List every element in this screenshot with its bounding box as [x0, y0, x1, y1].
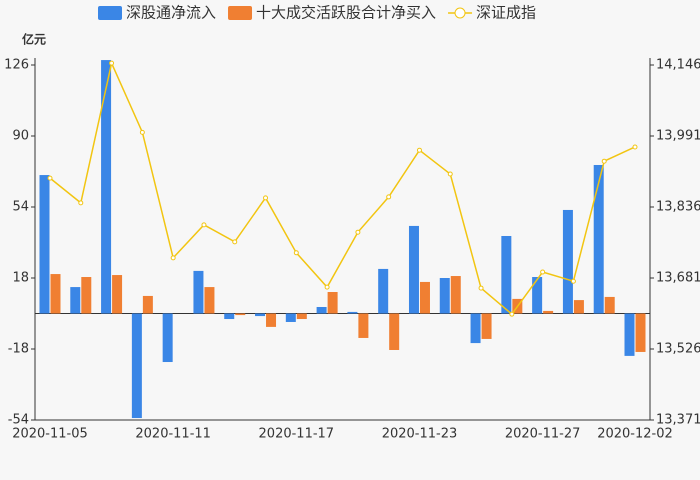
line-point — [47, 175, 53, 181]
bar — [501, 235, 512, 314]
line-point — [139, 129, 145, 135]
line-point — [324, 284, 330, 290]
y-unit: 亿元 — [22, 32, 46, 47]
bar — [532, 277, 543, 314]
bar — [50, 274, 61, 314]
y-tick-label: -54 — [8, 413, 29, 428]
bar — [347, 311, 358, 314]
bar — [193, 270, 204, 314]
legend-label: 深证成指 — [476, 4, 536, 22]
bar — [162, 313, 173, 363]
bar — [378, 268, 389, 314]
y2-tick-label: 13,526 — [656, 342, 700, 357]
x-tick-label: 2020-12-02 — [597, 427, 673, 442]
line-point — [478, 285, 484, 291]
bar — [624, 313, 635, 356]
y-tick-label: -18 — [8, 342, 29, 357]
bar — [543, 310, 554, 314]
line-point — [293, 250, 299, 256]
line-point — [386, 194, 392, 200]
bar — [316, 306, 327, 314]
bar — [70, 287, 81, 314]
bar — [296, 313, 307, 320]
line-point — [201, 222, 207, 228]
line — [49, 60, 636, 316]
bar — [593, 164, 604, 314]
bar — [327, 292, 338, 314]
line-point — [232, 239, 238, 245]
legend-label: 深股通净流入 — [126, 4, 216, 22]
x-tick-label: 2020-11-05 — [12, 427, 88, 442]
line-point — [570, 278, 576, 284]
y-tick-label: 54 — [12, 200, 29, 215]
legend-swatch — [228, 6, 253, 20]
y2-tick-label: 13,681 — [656, 271, 700, 286]
bar — [470, 313, 481, 344]
x-tick-label: 2020-11-17 — [259, 427, 335, 442]
bar — [573, 300, 584, 314]
y2-tick-label: 13,836 — [656, 200, 700, 215]
bar — [439, 278, 450, 314]
line-point — [509, 311, 515, 317]
bar — [266, 313, 277, 327]
bar — [389, 313, 400, 350]
line-point — [78, 200, 84, 206]
x-tick-label: 2020-11-11 — [135, 427, 211, 442]
x-tick-label: 2020-11-23 — [382, 427, 458, 442]
line-point — [170, 255, 176, 261]
bar — [39, 175, 50, 314]
legend-swatch — [98, 6, 122, 20]
y2-tick-label: 13,991 — [656, 129, 700, 144]
line-point — [632, 144, 638, 150]
bar — [562, 209, 573, 314]
y2-tick-label: 13,371 — [656, 413, 700, 428]
line-point — [109, 60, 115, 66]
bar — [224, 313, 235, 320]
line-point — [540, 269, 546, 275]
bar — [450, 276, 461, 314]
bar — [358, 313, 369, 338]
y-tick-label: 18 — [12, 271, 29, 286]
line-point — [447, 171, 453, 177]
bar — [408, 225, 419, 314]
line-point — [263, 195, 269, 201]
x-tick-label: 2020-11-27 — [505, 427, 581, 442]
bar — [101, 60, 112, 314]
bar — [604, 296, 615, 314]
y-tick-label: 126 — [4, 58, 29, 73]
line-point — [355, 229, 361, 235]
line-point — [601, 158, 607, 164]
bar — [112, 275, 123, 314]
y2-tick-label: 14,146 — [656, 58, 700, 73]
bar — [142, 295, 153, 314]
legend-swatch — [454, 7, 466, 19]
bar — [131, 313, 142, 419]
line-point — [416, 147, 422, 153]
bar — [255, 313, 266, 317]
legend-label: 十大成交活跃股合计净买入 — [256, 4, 436, 22]
bar — [635, 313, 646, 352]
bar — [81, 277, 92, 314]
bar — [481, 313, 492, 339]
bar — [235, 313, 246, 316]
bar — [419, 281, 430, 314]
bar — [285, 313, 296, 322]
y-tick-label: 90 — [12, 129, 29, 144]
bar — [204, 287, 215, 314]
